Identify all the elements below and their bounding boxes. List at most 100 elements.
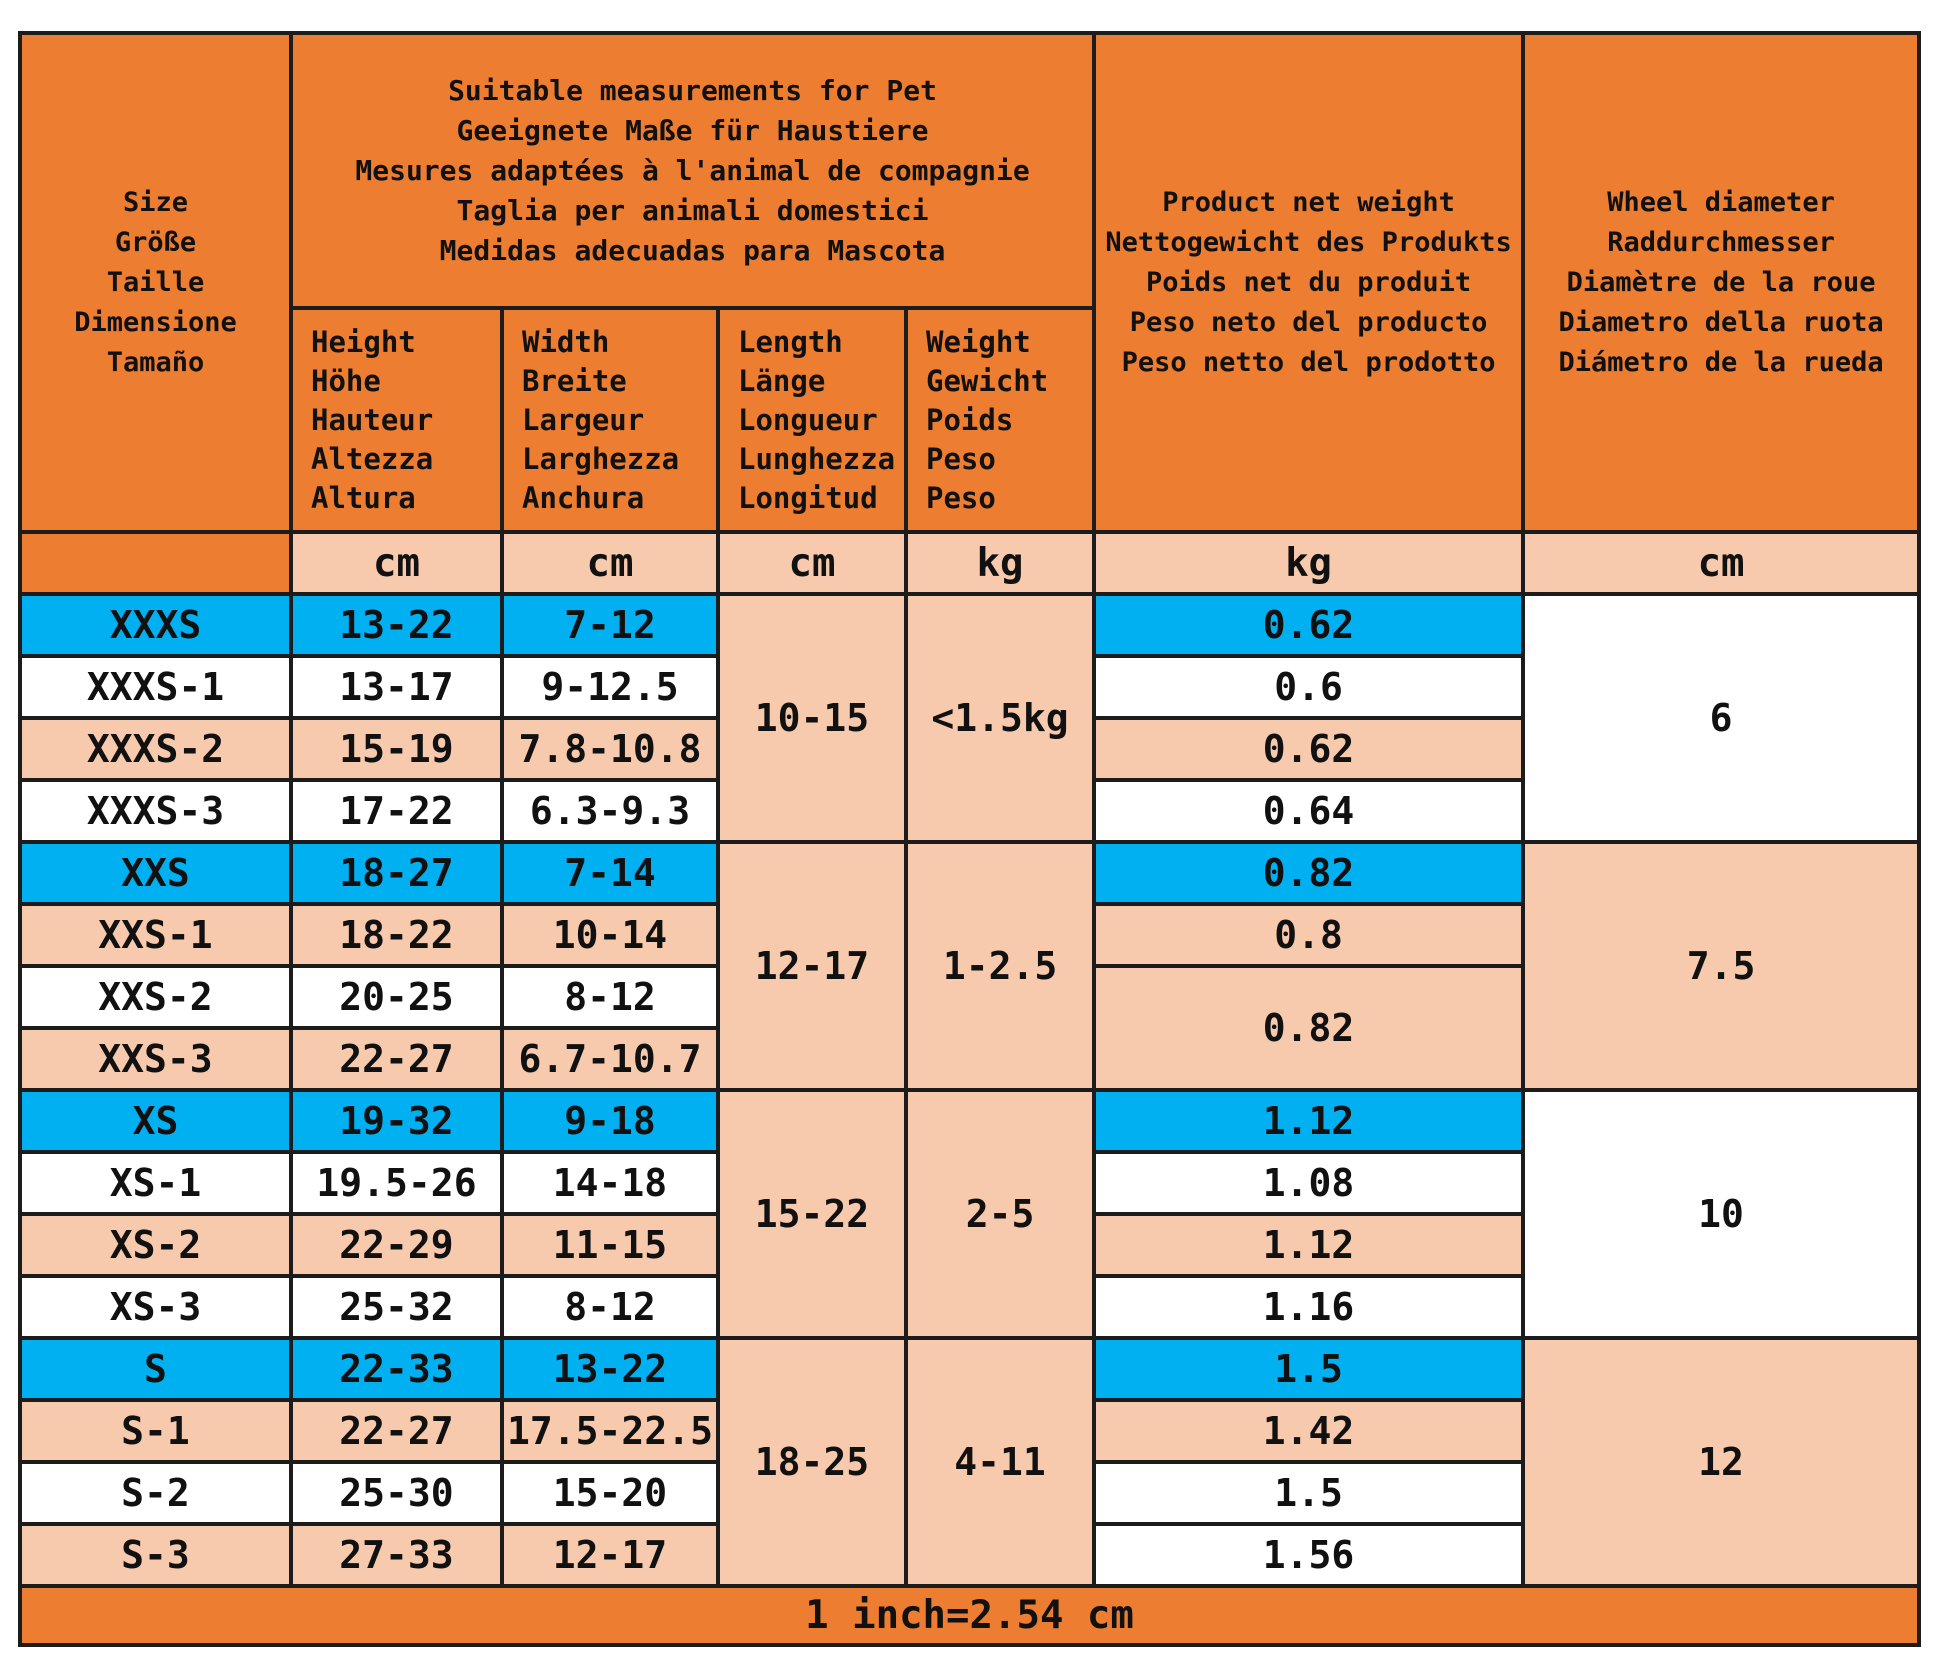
height-cell: 22-27 (289, 1398, 504, 1464)
wheel-cell: 12 (1521, 1336, 1922, 1588)
size-cell: XS (18, 1088, 293, 1154)
net-weight-cell: 0.82 (1092, 964, 1526, 1092)
table-row: XS-2 22-29 11-15 1.12 (18, 1212, 1919, 1278)
table-row: XS-1 19.5-26 14-18 1.08 (18, 1150, 1919, 1216)
width-cell: 14-18 (500, 1150, 720, 1216)
wheel-cell: 6 (1521, 592, 1922, 844)
height-cell: 18-22 (289, 902, 504, 968)
weight-header-text: Weight Gewicht Poids Peso Peso (926, 324, 1049, 515)
height-cell: 20-25 (289, 964, 504, 1030)
size-cell: S-2 (18, 1460, 293, 1526)
width-cell: 9-18 (500, 1088, 720, 1154)
size-cell: S-3 (18, 1522, 293, 1588)
weight-cell: <1.5kg (903, 592, 1097, 844)
weight-header: Weight Gewicht Poids Peso Peso (903, 306, 1097, 534)
net-weight-cell: 1.08 (1092, 1150, 1526, 1216)
height-cell: 22-27 (289, 1026, 504, 1092)
length-cell: 10-15 (716, 592, 908, 844)
size-cell: XXS (18, 840, 293, 906)
net-weight-cell: 1.5 (1092, 1460, 1526, 1526)
height-cell: 17-22 (289, 778, 504, 844)
height-cell: 13-22 (289, 592, 504, 658)
width-cell: 6.7-10.7 (500, 1026, 720, 1092)
height-cell: 27-33 (289, 1522, 504, 1588)
net-weight-cell: 1.5 (1092, 1336, 1526, 1402)
width-header: Width Breite Largeur Larghezza Anchura (500, 306, 720, 534)
width-cell: 15-20 (500, 1460, 720, 1526)
size-cell: XXS-2 (18, 964, 293, 1030)
size-cell: XXXS (18, 592, 293, 658)
size-cell: XXXS-2 (18, 716, 293, 782)
table-row: XS-3 25-32 8-12 1.16 (18, 1274, 1919, 1340)
net-weight-cell: 1.12 (1092, 1088, 1526, 1154)
length-cell: 12-17 (716, 840, 908, 1092)
weight-cell: 4-11 (903, 1336, 1097, 1588)
table-row: S-1 22-27 17.5-22.5 1.42 (18, 1398, 1919, 1464)
width-cell: 6.3-9.3 (500, 778, 720, 844)
unit-width: cm (500, 530, 720, 596)
width-cell: 7-12 (500, 592, 720, 658)
size-cell: XS-3 (18, 1274, 293, 1340)
wheel-cell: 10 (1521, 1088, 1922, 1340)
inch-conversion-footer: 1 inch=2.54 cm (17, 1584, 1922, 1647)
net-weight-cell: 0.8 (1092, 902, 1526, 968)
width-cell: 13-22 (500, 1336, 720, 1402)
height-cell: 19.5-26 (289, 1150, 504, 1216)
height-cell: 13-17 (289, 654, 504, 720)
width-header-text: Width Breite Largeur Larghezza Anchura (522, 324, 680, 515)
pet-measurements-header: Suitable measurements for Pet Geeignete … (288, 31, 1097, 310)
width-cell: 8-12 (500, 1274, 720, 1340)
net-weight-cell: 0.82 (1092, 840, 1526, 906)
table-row: XXXS-3 17-22 6.3-9.3 0.64 (18, 778, 1919, 844)
height-cell: 22-29 (289, 1212, 504, 1278)
net-weight-cell: 0.64 (1092, 778, 1526, 844)
net-weight-cell: 1.12 (1092, 1212, 1526, 1278)
size-cell: XXS-3 (18, 1026, 293, 1092)
size-cell: XXS-1 (18, 902, 293, 968)
height-cell: 19-32 (289, 1088, 504, 1154)
net-weight-header: Product net weight Nettogewicht des Prod… (1092, 31, 1526, 534)
table-row: XXS-3 22-27 6.7-10.7 (18, 1026, 1919, 1092)
size-cell: S-1 (18, 1398, 293, 1464)
width-cell: 7.8-10.8 (500, 716, 720, 782)
size-cell: XS-2 (18, 1212, 293, 1278)
table-row: S 22-33 13-22 18-25 4-11 1.5 12 (18, 1336, 1922, 1588)
length-header: Length Länge Longueur Lunghezza Longitud (716, 306, 908, 534)
wheel-diameter-header: Wheel diameter Raddurchmesser Diamètre d… (1521, 31, 1922, 534)
pet-measurements-header-text: Suitable measurements for Pet Geeignete … (355, 73, 1030, 267)
width-cell: 7-14 (500, 840, 720, 906)
net-weight-header-text: Product net weight Nettogewicht des Prod… (1105, 186, 1512, 378)
size-cell: S (18, 1336, 293, 1402)
table-row: XXXS 13-22 7-12 10-15 <1.5kg 0.62 6 (18, 592, 1922, 844)
table-row: S-3 27-33 12-17 1.56 (18, 1522, 1919, 1588)
unit-wheel: cm (1521, 530, 1922, 596)
unit-length: cm (716, 530, 908, 596)
size-header: Size Größe Taille Dimensione Tamaño (18, 31, 293, 534)
size-cell: XS-1 (18, 1150, 293, 1216)
table-row: XXS 18-27 7-14 12-17 1-2.5 0.82 7.5 (18, 840, 1922, 1092)
weight-cell: 1-2.5 (903, 840, 1097, 1092)
units-size-spacer (18, 530, 293, 596)
table-row: XXXS-2 15-19 7.8-10.8 0.62 (18, 716, 1919, 782)
wheel-cell: 7.5 (1521, 840, 1922, 1092)
net-weight-cell: 1.42 (1092, 1398, 1526, 1464)
width-cell: 9-12.5 (500, 654, 720, 720)
net-weight-cell: 0.62 (1092, 592, 1526, 658)
wheel-diameter-header-text: Wheel diameter Raddurchmesser Diamètre d… (1558, 186, 1884, 378)
height-cell: 25-32 (289, 1274, 504, 1340)
net-weight-cell: 1.56 (1092, 1522, 1526, 1588)
table-row: XS 19-32 9-18 15-22 2-5 1.12 10 (18, 1088, 1922, 1340)
size-cell: XXXS-1 (18, 654, 293, 720)
width-cell: 11-15 (500, 1212, 720, 1278)
width-cell: 12-17 (500, 1522, 720, 1588)
height-cell: 15-19 (289, 716, 504, 782)
table-row: XXXS-1 13-17 9-12.5 0.6 (18, 654, 1919, 720)
length-cell: 18-25 (716, 1336, 908, 1588)
unit-height: cm (289, 530, 504, 596)
net-weight-cell: 0.62 (1092, 716, 1526, 782)
width-cell: 17.5-22.5 (500, 1398, 720, 1464)
size-cell: XXXS-3 (18, 778, 293, 844)
net-weight-cell: 0.6 (1092, 654, 1526, 720)
unit-weight: kg (903, 530, 1097, 596)
width-cell: 10-14 (500, 902, 720, 968)
